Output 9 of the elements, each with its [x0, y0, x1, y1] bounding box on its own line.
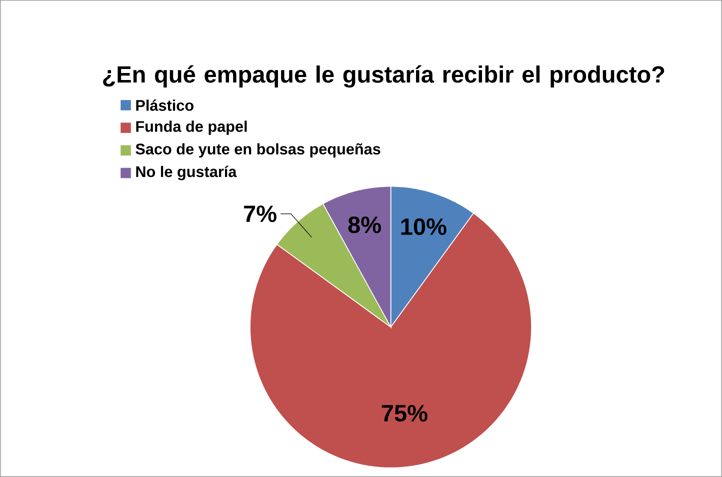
legend-label: Plástico	[136, 100, 194, 111]
data-label: 75%	[382, 404, 428, 422]
data-label: 8%	[348, 216, 381, 234]
legend-label: Funda de papel	[136, 120, 247, 135]
legend-label: Saco de yute en bolsas pequeñas	[136, 143, 380, 158]
legend-label: No le gustaría	[136, 166, 237, 180]
chart-title: ¿En qué empaque le gustaría recibir el producto?	[103, 65, 664, 88]
data-label: 7%	[244, 206, 276, 222]
data-label: 10%	[401, 218, 446, 236]
